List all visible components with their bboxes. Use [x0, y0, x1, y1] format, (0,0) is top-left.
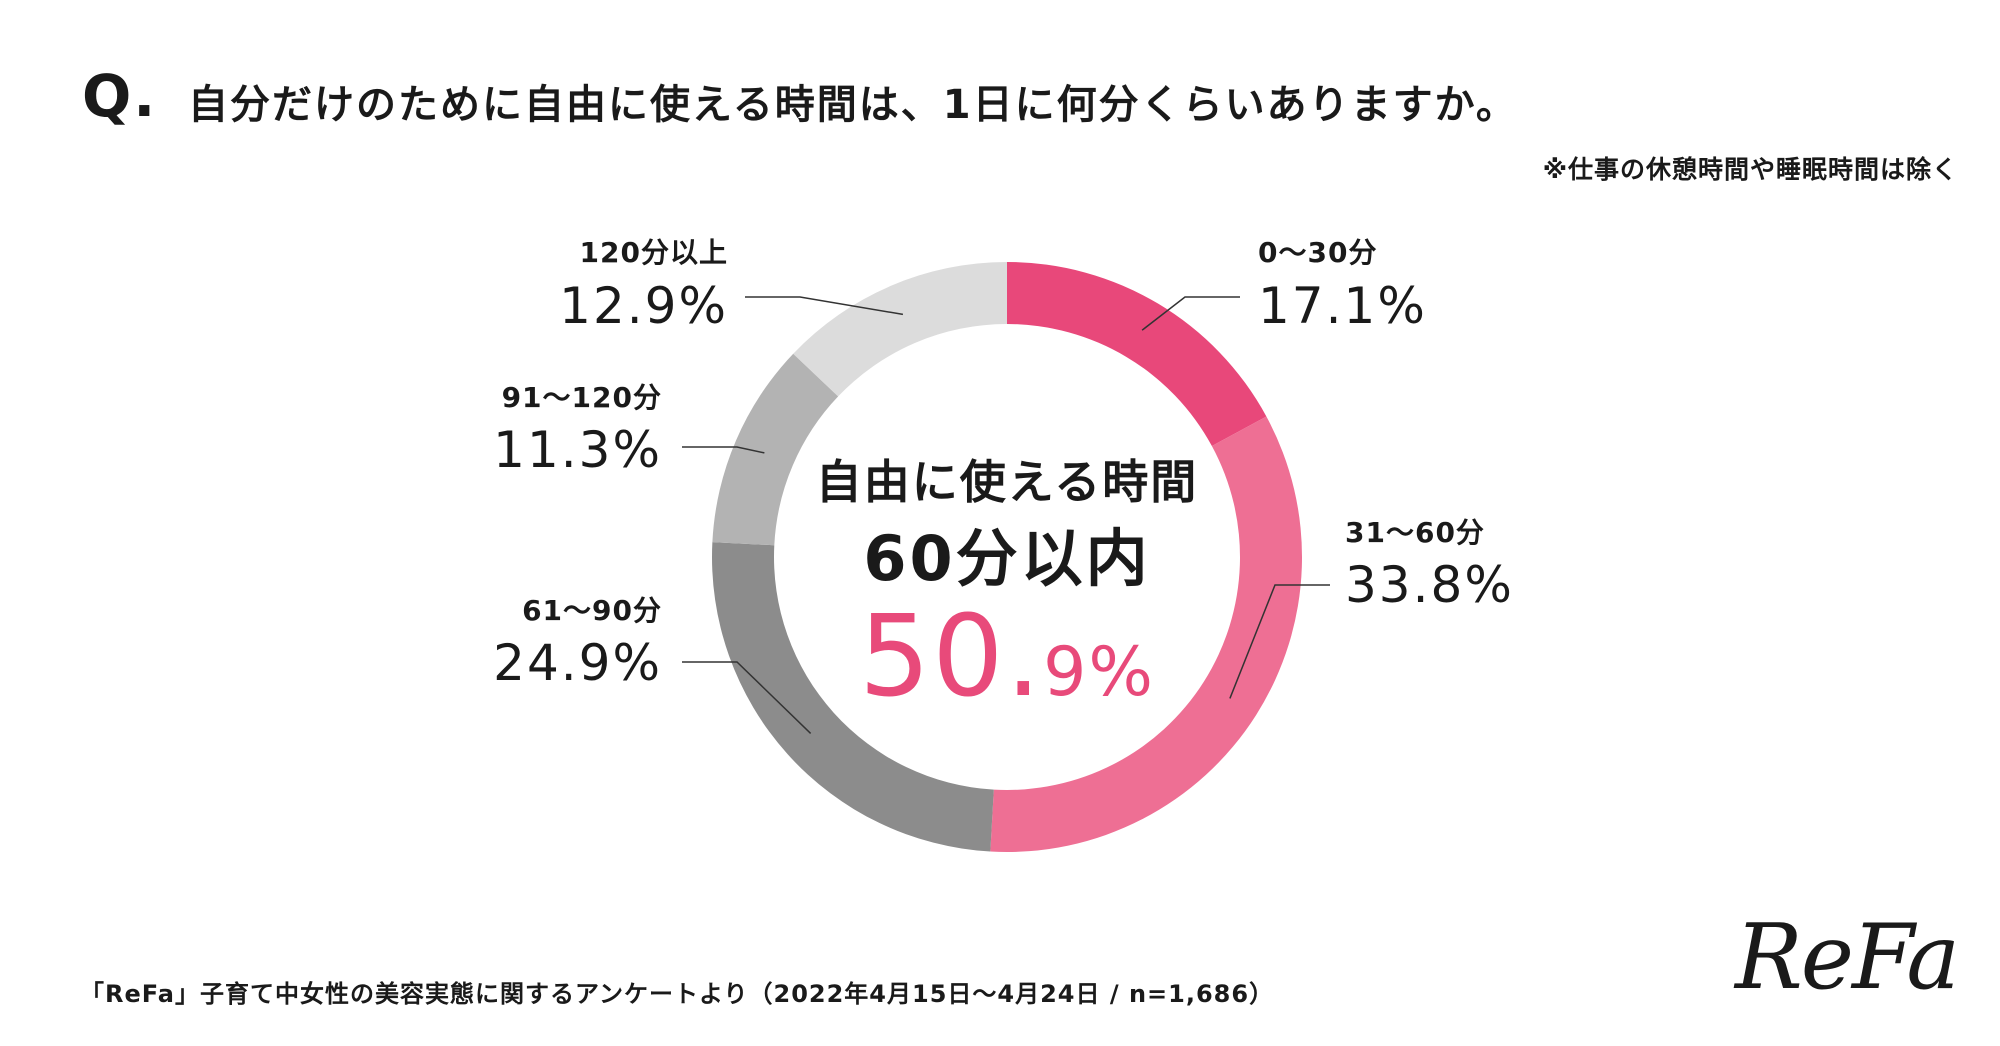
slice-value-label-3: 24.9%: [493, 634, 662, 692]
question-text: 自分だけのために自由に使える時間は、1日に何分くらいありますか。: [188, 82, 1518, 128]
leader-line-4: [682, 446, 765, 454]
slice-value-label-1: 17.1%: [1258, 277, 1427, 335]
center-label-line2: 60分以内: [863, 522, 1150, 595]
slice-2: [990, 416, 1302, 852]
slice-category-label-1: 0〜30分: [1258, 236, 1377, 269]
slice-5: [793, 262, 1007, 397]
leader-line-1: [1141, 296, 1240, 331]
question-mark: Q.: [82, 62, 158, 130]
center-value-main: 50.: [859, 592, 1043, 722]
center-label-line1: 自由に使える時間: [816, 455, 1199, 509]
slice-labels: 0〜30分 17.1% 31〜60分 33.8% 61〜90分 24.9% 91〜120分 1…: [493, 236, 1514, 692]
slice-4: [712, 353, 839, 546]
leader-lines: [682, 296, 1330, 734]
slice-category-label-5: 120分以上: [580, 236, 728, 269]
slice-category-label-4: 91〜120分: [502, 381, 662, 414]
source-footer: 「ReFa」子育て中女性の美容実態に関するアンケートより（2022年4月15日〜…: [80, 980, 1275, 1008]
slice-value-label-4: 11.3%: [493, 421, 662, 479]
exclusion-note: ※仕事の休憩時間や睡眠時間は除く: [1542, 155, 1958, 184]
leader-line-5: [745, 296, 904, 316]
slice-3: [712, 542, 994, 852]
slice-category-label-3: 61〜90分: [522, 594, 662, 627]
slice-value-label-2: 33.8%: [1345, 556, 1514, 614]
refa-logo: ReFa: [1734, 905, 1960, 1010]
slice-1: [1007, 262, 1267, 447]
center-value-tail: 9%: [1043, 633, 1155, 712]
slice-value-label-5: 12.9%: [559, 277, 728, 335]
center-value: 50.9%: [859, 592, 1155, 722]
leader-line-3: [682, 661, 812, 734]
donut-slices: [712, 262, 1302, 852]
leader-line-2: [1229, 584, 1330, 699]
slice-category-label-2: 31〜60分: [1345, 516, 1485, 549]
